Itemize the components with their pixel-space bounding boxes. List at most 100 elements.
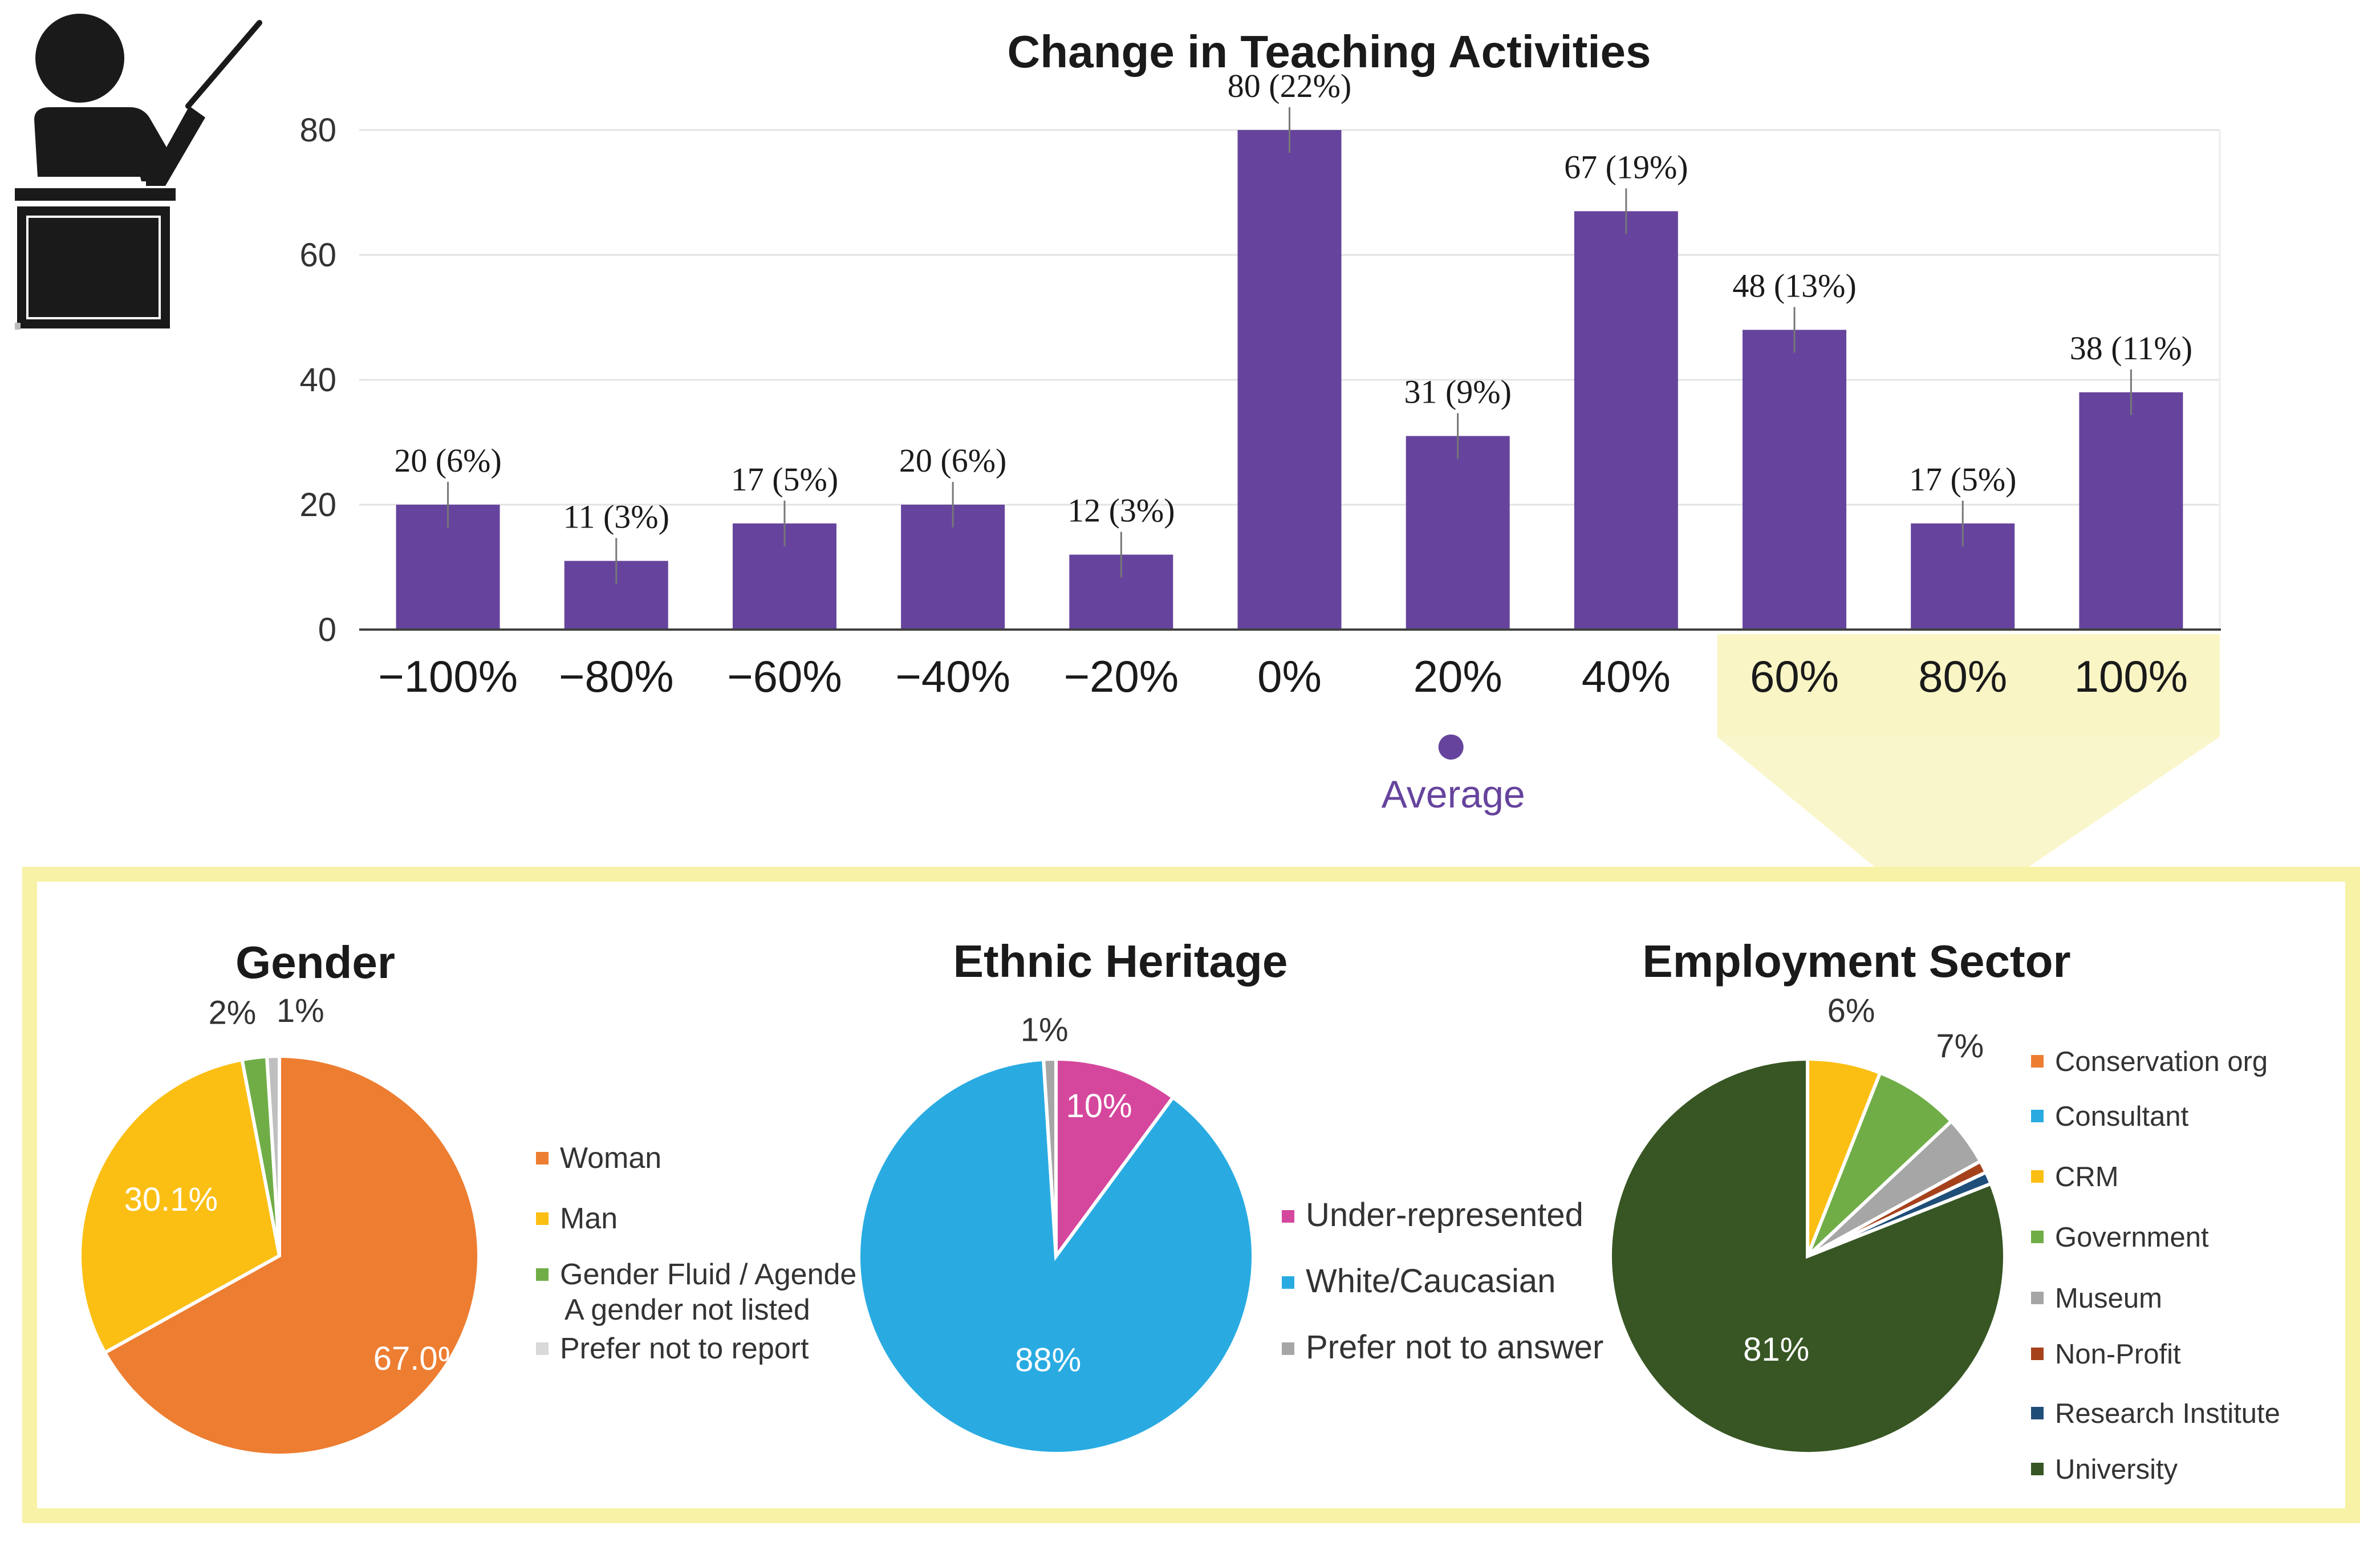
pie-slice <box>1054 1057 1176 1262</box>
legend-label: Prefer not to report <box>560 1332 809 1365</box>
bar-data-label: 31 (9%) <box>1404 374 1511 411</box>
pie-slice-label: 30.1% <box>124 1181 218 1218</box>
bar-chart: Change in Teaching Activities 0 20 40 60 80 … <box>299 26 2221 816</box>
x-tick-label: −100% <box>378 651 518 701</box>
legend-swatch <box>2031 1292 2044 1304</box>
x-tick-label: 20% <box>1414 651 1502 701</box>
legend-swatch <box>2031 1407 2044 1419</box>
legend-label: Museum <box>2055 1283 2162 1314</box>
x-tick-labels: −100% −80% −60% −40% −20% 0% 20% 40% 60% 80% 100% <box>378 651 2188 701</box>
legend-label: Consultant <box>2055 1101 2189 1132</box>
y-tick-label: 0 <box>318 611 336 648</box>
employment-sector-pie-chart: Employment Sector 6% 7% 81% Conservation or… <box>1609 936 2280 1485</box>
bar <box>1237 130 1342 630</box>
legend-label: A gender not listed <box>564 1293 810 1326</box>
bar-data-label: 38 (11%) <box>2070 330 2192 367</box>
bar-data-label: 48 (13%) <box>1732 267 1856 304</box>
legend-swatch <box>1282 1342 1294 1355</box>
legend-swatch <box>536 1212 549 1225</box>
legend-label: Conservation org <box>2055 1046 2268 1077</box>
legend-swatch <box>536 1268 549 1281</box>
bar <box>2079 392 2183 630</box>
legend-label: Under-represented <box>1306 1196 1583 1233</box>
pie-slice-label: 1% <box>277 992 324 1029</box>
y-tick-label: 80 <box>299 112 336 149</box>
legend-swatch <box>536 1342 549 1355</box>
bar-data-label: 80 (22%) <box>1228 67 1351 104</box>
legend-label: Man <box>560 1202 618 1235</box>
bar-data-labels: 20 (6%) 11 (3%) 17 (5%) 20 (6%) 12 (3%) 80 (2… <box>394 67 2192 535</box>
pie-slice-label: 6% <box>1827 992 1875 1029</box>
legend-label: Research Institute <box>2055 1398 2280 1429</box>
legend-swatch <box>2031 1231 2044 1243</box>
legend-label: Gender Fluid / Agender / A <box>560 1258 909 1291</box>
x-tick-label: −60% <box>727 651 842 701</box>
average-marker <box>1438 735 1464 760</box>
legend-swatch <box>2031 1348 2044 1360</box>
gender-title: Gender <box>235 937 395 988</box>
legend-label: CRM <box>2055 1162 2119 1192</box>
average-label: Average <box>1382 773 1525 816</box>
legend-label: Woman <box>560 1142 661 1175</box>
bar-data-label: 20 (6%) <box>899 442 1006 479</box>
legend-swatch <box>2031 1463 2044 1475</box>
ethnic-heritage-pie-chart: Ethnic Heritage 10% 88% 1% Under-represente… <box>857 936 1603 1455</box>
pie-slice <box>1041 1057 1058 1257</box>
legend-swatch <box>2031 1170 2044 1183</box>
bar-data-label: 20 (6%) <box>394 442 501 479</box>
employment-title: Employment Sector <box>1642 936 2070 987</box>
bar-chart-title: Change in Teaching Activities <box>1007 26 1651 77</box>
x-tick-label: 80% <box>1918 651 2007 701</box>
legend-label: Non-Profit <box>2055 1339 2181 1370</box>
legend-label: Prefer not to answer <box>1306 1329 1603 1366</box>
pie-slice-label: 2% <box>208 994 256 1031</box>
pie-slice-label: 81% <box>1743 1331 1809 1368</box>
x-tick-label: −80% <box>559 651 674 701</box>
legend-label: Government <box>2055 1222 2209 1253</box>
highlight-funnel <box>1717 737 2220 869</box>
highlight-band <box>1717 634 2220 869</box>
pie-slice-label: 67.0% <box>373 1340 467 1377</box>
pie-slice-label: 7% <box>1936 1028 1984 1065</box>
pie-slice <box>1806 1070 1954 1258</box>
x-tick-label: 40% <box>1582 651 1671 701</box>
y-tick-label: 40 <box>299 362 336 399</box>
pie-slice <box>1609 1057 2007 1455</box>
bar <box>1743 330 1847 630</box>
bar-data-label: 11 (3%) <box>563 498 669 535</box>
pie-slice <box>265 1054 281 1256</box>
y-tick-label: 60 <box>299 237 336 274</box>
legend-swatch <box>1282 1276 1294 1289</box>
pie-slice <box>102 1054 481 1457</box>
bars <box>396 107 2183 630</box>
legend-swatch <box>2031 1110 2044 1122</box>
demographics-panel <box>22 867 2360 1523</box>
x-tick-label: −40% <box>895 651 1010 701</box>
x-tick-label: 60% <box>1750 651 1839 701</box>
teacher-pointer-icon <box>15 14 262 330</box>
legend-label: University <box>2055 1454 2178 1485</box>
bar-data-label: 67 (19%) <box>1564 148 1688 185</box>
legend-swatch <box>1282 1210 1294 1223</box>
y-tick-labels: 0 20 40 60 80 <box>299 112 336 648</box>
bar-data-label: 12 (3%) <box>1067 492 1175 529</box>
x-tick-label: 100% <box>2074 651 2188 701</box>
pie-slice <box>78 1057 282 1355</box>
gender-pie-chart: Gender 67.0% 30.1% 2% 1% Woman Man Gender Flui… <box>78 937 909 1457</box>
legend-label: White/Caucasian <box>1306 1263 1555 1300</box>
bar-data-label: 17 (5%) <box>731 461 838 498</box>
x-tick-label: 0% <box>1257 651 1322 701</box>
legend-swatch <box>536 1152 549 1164</box>
x-tick-label: −20% <box>1063 651 1179 701</box>
ethnic-title: Ethnic Heritage <box>953 936 1288 987</box>
bar-data-label: 17 (5%) <box>1909 461 2016 498</box>
pie-slice-label: 88% <box>1015 1341 1081 1378</box>
pie-slice <box>857 1057 1256 1455</box>
highlight-rect <box>1717 634 2220 737</box>
legend-swatch <box>2031 1055 2044 1068</box>
y-tick-label: 20 <box>299 486 336 524</box>
pie-slice-label: 1% <box>1021 1012 1069 1049</box>
bar <box>1406 436 1510 630</box>
bar <box>1574 211 1678 630</box>
